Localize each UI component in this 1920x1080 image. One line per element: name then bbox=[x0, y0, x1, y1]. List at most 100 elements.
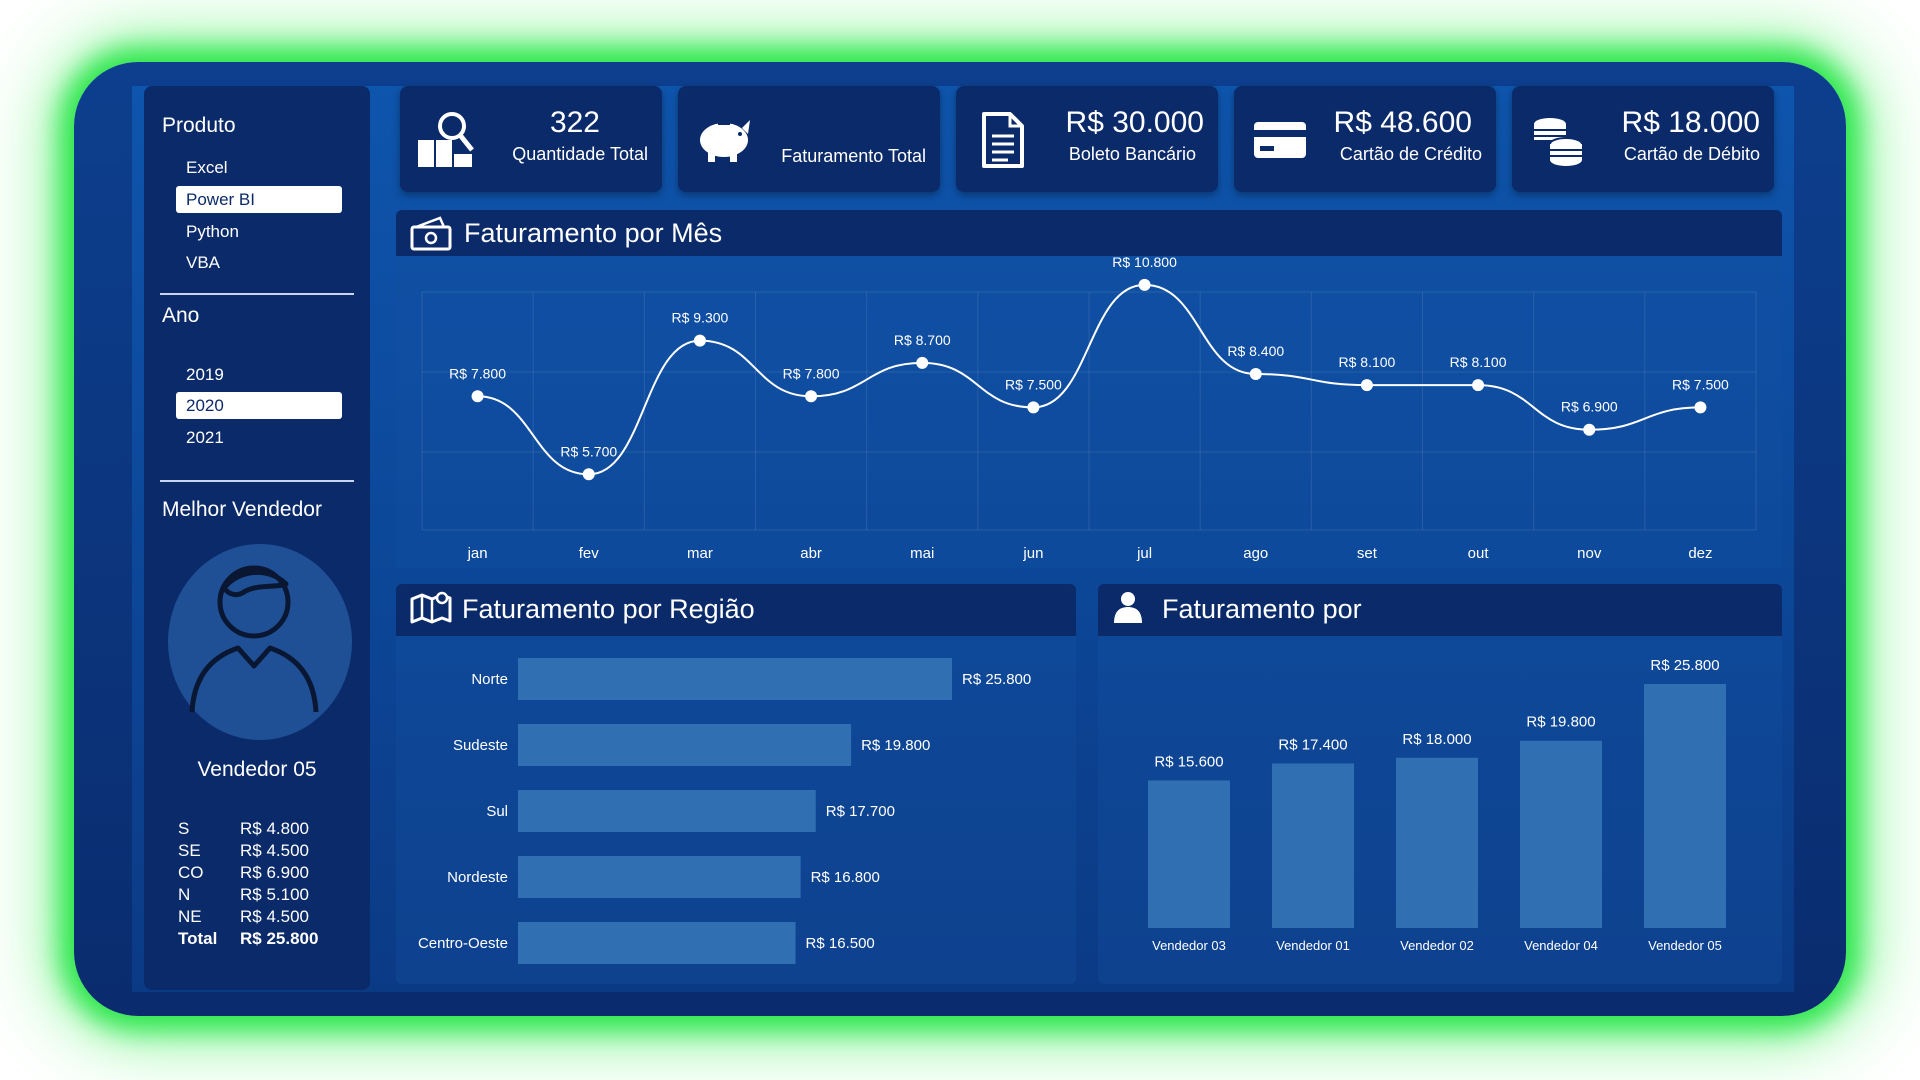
region-category-label: Nordeste bbox=[447, 869, 508, 886]
region-value: R$ 4.500 bbox=[240, 841, 309, 860]
money-icon bbox=[410, 216, 452, 251]
kpi-value: R$ 48.600 bbox=[1333, 106, 1472, 139]
data-label: R$ 8.100 bbox=[1450, 354, 1507, 370]
monthly-revenue-panel: R$ 7.800 jan R$ 5.700 fev R$ 9.300 mar R$ 7.80… bbox=[396, 254, 1782, 568]
seller-value-label: R$ 19.800 bbox=[1526, 714, 1595, 731]
person-icon bbox=[189, 565, 319, 713]
region-row: SE R$ 4.500 bbox=[178, 840, 318, 862]
seller-category-label: Vendedor 04 bbox=[1524, 938, 1598, 953]
region-row: S R$ 4.800 bbox=[178, 818, 318, 840]
data-point bbox=[916, 356, 929, 369]
x-tick-label: fev bbox=[579, 545, 600, 562]
seller-revenue-header: Faturamento por bbox=[1098, 584, 1782, 636]
kpi-label: Faturamento Total bbox=[781, 146, 926, 166]
year-option-2021[interactable]: 2021 bbox=[186, 428, 224, 447]
region-category-label: Sudeste bbox=[453, 737, 508, 754]
kpi-card-revenue: Faturamento Total bbox=[678, 86, 940, 192]
kpi-label: Cartão de Débito bbox=[1623, 144, 1760, 164]
data-point bbox=[1249, 368, 1262, 380]
region-bar bbox=[518, 724, 852, 766]
region-revenue-chart: Norte R$ 25.800 Sudeste R$ 19.800 Sul R$ 17.7… bbox=[418, 658, 1031, 964]
data-label: R$ 5.700 bbox=[560, 443, 617, 459]
year-option-2020[interactable]: 2020 bbox=[176, 392, 342, 419]
user-icon bbox=[1114, 592, 1142, 623]
data-point bbox=[582, 468, 595, 481]
sidebar-divider bbox=[160, 480, 354, 482]
region-row: CO R$ 6.900 bbox=[178, 862, 318, 884]
region-revenue-header: Faturamento por Região bbox=[396, 584, 1076, 636]
monthly-revenue-header: Faturamento por Mês bbox=[396, 210, 1782, 256]
region-value: R$ 4.500 bbox=[240, 907, 309, 926]
data-point bbox=[1472, 379, 1485, 392]
region-revenue-title: Faturamento por Região bbox=[462, 594, 755, 624]
boxes-search-icon bbox=[418, 112, 474, 167]
seller-value-label: R$ 17.400 bbox=[1278, 736, 1347, 753]
x-tick-label: nov bbox=[1577, 545, 1602, 562]
x-tick-label: jul bbox=[1136, 545, 1152, 562]
data-label: R$ 7.500 bbox=[1672, 376, 1729, 392]
product-option-power-bi[interactable]: Power BI bbox=[176, 186, 342, 213]
total-value: R$ 25.800 bbox=[240, 929, 319, 948]
year-option-2019[interactable]: 2019 bbox=[186, 365, 224, 384]
x-tick-label: out bbox=[1468, 545, 1490, 562]
monthly-revenue-title: Faturamento por Mês bbox=[464, 218, 723, 248]
data-label: R$ 8.100 bbox=[1339, 354, 1396, 370]
x-tick-label: abr bbox=[800, 545, 822, 562]
data-label: R$ 6.900 bbox=[1561, 399, 1618, 415]
coins-icon bbox=[1534, 118, 1583, 166]
seller-bar bbox=[1396, 757, 1478, 928]
data-label: R$ 7.500 bbox=[1005, 376, 1062, 392]
monthly-revenue-chart: R$ 7.800 jan R$ 5.700 fev R$ 9.300 mar R$ 7.80… bbox=[421, 254, 1757, 562]
seller-revenue-panel: R$ 15.600 Vendedor 03 R$ 17.400 Vendedor 01… bbox=[1098, 636, 1782, 984]
seller-bar bbox=[1644, 684, 1726, 928]
x-tick-label: set bbox=[1357, 545, 1378, 562]
product-option-python[interactable]: Python bbox=[186, 222, 239, 241]
data-point bbox=[1583, 423, 1596, 436]
document-icon bbox=[982, 112, 1024, 168]
kpi-card-quantity: 322 Quantidade Total bbox=[400, 86, 662, 192]
product-option-excel[interactable]: Excel bbox=[186, 158, 228, 177]
region-value: R$ 6.900 bbox=[240, 863, 309, 882]
x-tick-label: ago bbox=[1243, 545, 1268, 562]
sidebar-divider bbox=[160, 293, 354, 295]
x-tick-label: jun bbox=[1022, 545, 1043, 562]
data-point bbox=[1694, 401, 1707, 414]
product-option-vba[interactable]: VBA bbox=[186, 253, 221, 272]
kpi-label: Quantidade Total bbox=[512, 144, 648, 164]
total-row: Total R$ 25.800 bbox=[178, 928, 318, 950]
piggy-bank-icon bbox=[700, 120, 750, 162]
region-code: SE bbox=[178, 841, 201, 860]
best-seller-title: Melhor Vendedor bbox=[162, 498, 322, 521]
data-point bbox=[693, 334, 706, 347]
seller-bar bbox=[1520, 740, 1602, 928]
kpi-card-credit: R$ 48.600 Cartão de Crédito bbox=[1234, 86, 1496, 192]
credit-card-icon bbox=[1254, 122, 1306, 158]
data-label: R$ 8.700 bbox=[894, 332, 951, 348]
year-filter-title: Ano bbox=[162, 304, 200, 327]
region-row: N R$ 5.100 bbox=[178, 884, 318, 906]
data-point bbox=[1027, 401, 1040, 414]
seller-value-label: R$ 18.000 bbox=[1402, 731, 1471, 748]
kpi-value: 322 bbox=[549, 106, 600, 139]
seller-category-label: Vendedor 03 bbox=[1152, 938, 1226, 953]
kpi-label: Boleto Bancário bbox=[1068, 144, 1196, 164]
data-point bbox=[1360, 379, 1373, 392]
x-tick-label: mar bbox=[687, 545, 713, 562]
seller-region-table: S R$ 4.800 SE R$ 4.500 CO R$ 6.900 N R$ 5.10… bbox=[178, 818, 318, 950]
map-icon bbox=[410, 591, 452, 624]
kpi-card-debit: R$ 18.000 Cartão de Débito bbox=[1512, 86, 1774, 192]
x-tick-label: jan bbox=[467, 545, 488, 562]
seller-bar bbox=[1272, 763, 1354, 928]
region-code: S bbox=[178, 819, 190, 838]
seller-category-label: Vendedor 02 bbox=[1400, 938, 1474, 953]
seller-revenue-chart: R$ 15.600 Vendedor 03 R$ 17.400 Vendedor 01… bbox=[1148, 657, 1726, 953]
x-tick-label: mai bbox=[910, 545, 934, 562]
data-label: R$ 8.400 bbox=[1227, 343, 1284, 359]
seller-revenue-title: Faturamento por bbox=[1162, 594, 1362, 624]
region-value-label: R$ 16.800 bbox=[811, 869, 880, 886]
data-label: R$ 10.800 bbox=[1112, 256, 1177, 270]
region-category-label: Centro-Oeste bbox=[418, 935, 508, 952]
region-revenue-panel: Norte R$ 25.800 Sudeste R$ 19.800 Sul R$ 17.7… bbox=[396, 636, 1076, 984]
data-point bbox=[805, 390, 818, 403]
seller-value-label: R$ 25.800 bbox=[1650, 657, 1719, 674]
